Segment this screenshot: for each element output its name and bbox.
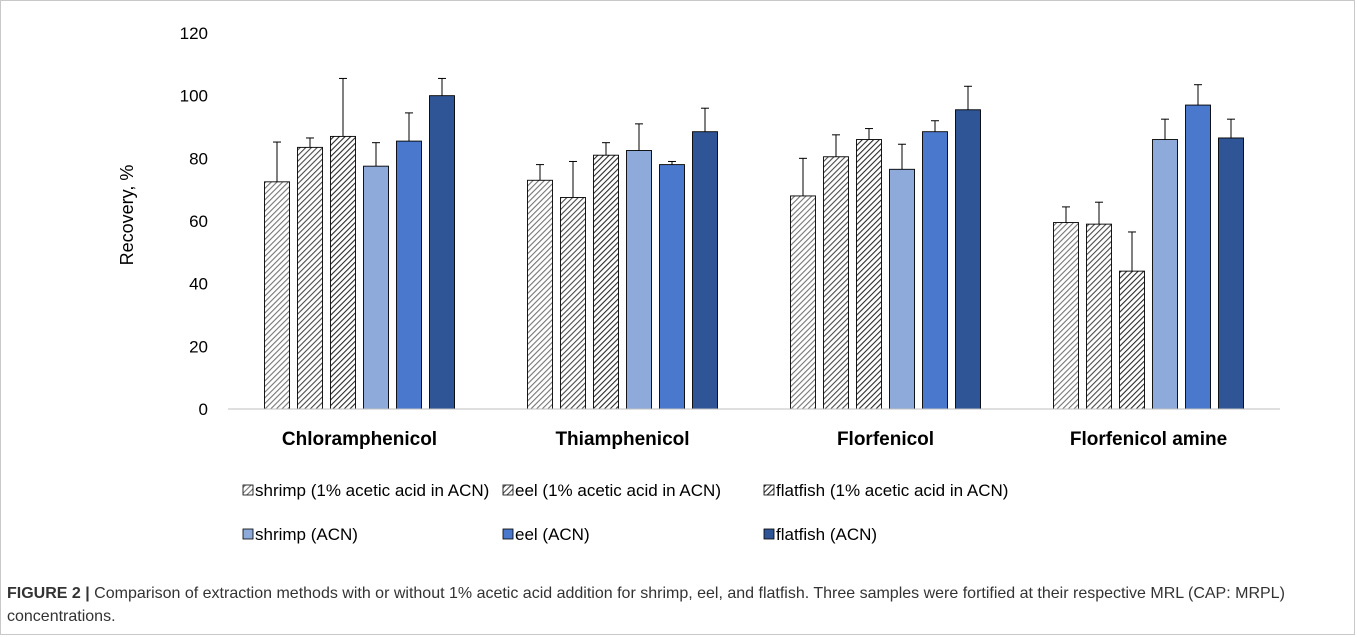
legend-item: shrimp (1% acetic acid in ACN) (242, 481, 489, 500)
bar (922, 131, 948, 410)
x-tick-label: Chloramphenicol (282, 429, 437, 450)
legend-item: flatfish (ACN) (763, 525, 877, 544)
bar (1086, 223, 1112, 410)
bar (429, 95, 455, 410)
bar (297, 146, 323, 410)
bar (955, 109, 981, 410)
y-tick-label: 60 (189, 212, 208, 231)
caption-label: FIGURE 2 | (7, 585, 90, 602)
legend-item: shrimp (ACN) (242, 525, 358, 544)
bar (856, 139, 882, 410)
bar (264, 181, 290, 410)
bar (1185, 104, 1211, 410)
bar (593, 154, 619, 410)
y-tick-label: 20 (189, 337, 208, 356)
bars-group (264, 77, 1244, 410)
y-tick-label: 40 (189, 275, 208, 294)
bar (823, 156, 849, 410)
y-axis: 0 20 40 60 80 100 120 (180, 24, 208, 419)
legend-swatch (763, 484, 775, 496)
x-tick-label: Florfenicol amine (1070, 429, 1227, 450)
legend-item: eel (ACN) (502, 525, 590, 544)
bar (659, 164, 685, 410)
legend-swatch (242, 528, 254, 540)
legend-swatch (763, 528, 775, 540)
x-tick-label: Thiamphenicol (555, 429, 689, 450)
x-axis: Chloramphenicol Thiamphenicol Florfenicol F… (282, 429, 1227, 450)
y-tick-label: 100 (180, 87, 208, 106)
bar (527, 179, 553, 410)
bar (396, 140, 422, 410)
bar (889, 168, 915, 410)
legend-label: eel (ACN) (515, 525, 590, 544)
legend-swatch (502, 484, 514, 496)
legend-label: shrimp (1% acetic acid in ACN) (255, 481, 489, 500)
figure-caption: FIGURE 2 | Comparison of extraction meth… (7, 582, 1337, 628)
caption-text: Comparison of extraction methods with or… (7, 585, 1285, 625)
bar (1053, 222, 1079, 410)
bar (626, 150, 652, 410)
legend-item: eel (1% acetic acid in ACN) (502, 481, 721, 500)
bar (1218, 137, 1244, 410)
y-tick-label: 120 (180, 24, 208, 43)
bar (692, 131, 718, 410)
y-axis-label: Recovery, % (117, 165, 137, 266)
bar (330, 135, 356, 410)
bar (790, 195, 816, 410)
legend-label: eel (1% acetic acid in ACN) (515, 481, 721, 500)
legend-label: flatfish (ACN) (776, 525, 877, 544)
legend-label: shrimp (ACN) (255, 525, 358, 544)
bar (1119, 270, 1145, 410)
y-tick-label: 80 (189, 149, 208, 168)
bar (560, 197, 586, 410)
bar (1152, 139, 1178, 410)
bar-chart: 0 20 40 60 80 100 120 Recovery, % Chlorampheni… (117, 24, 1280, 544)
y-tick-label: 0 (199, 400, 208, 419)
legend-swatch (242, 484, 254, 496)
legend-item: flatfish (1% acetic acid in ACN) (763, 481, 1008, 500)
legend: shrimp (1% acetic acid in ACN) eel (1% ac… (242, 481, 1008, 544)
legend-label: flatfish (1% acetic acid in ACN) (776, 481, 1008, 500)
legend-swatch (502, 528, 514, 540)
bar (363, 165, 389, 410)
x-tick-label: Florfenicol (837, 429, 934, 450)
